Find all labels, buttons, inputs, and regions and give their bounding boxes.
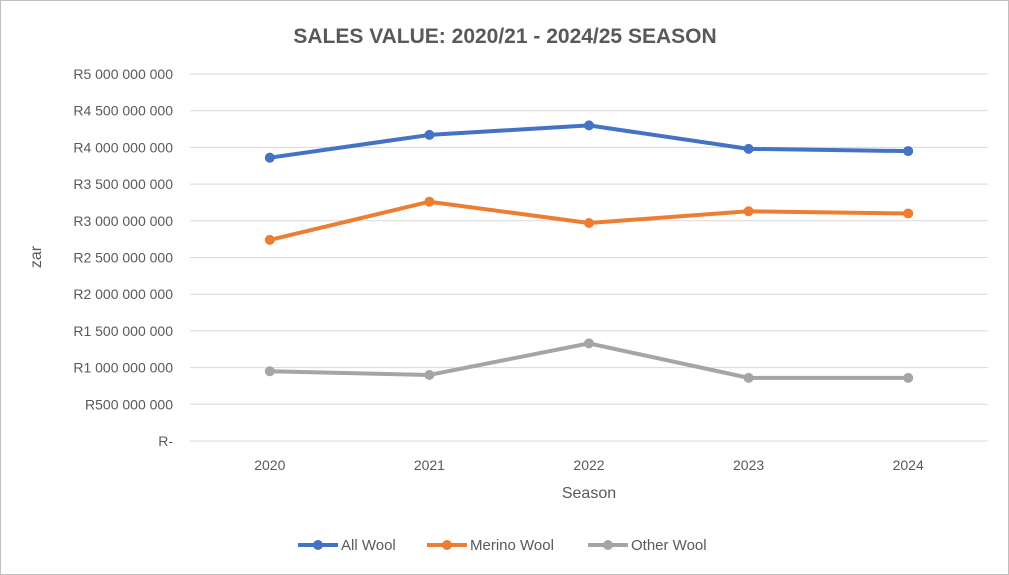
series-merino-wool [264,196,914,245]
y-tick-label: R4 000 000 000 [73,139,173,155]
y-tick-label: R- [158,433,173,449]
y-tick-label: R500 000 000 [85,396,173,412]
data-point [584,218,594,229]
legend-label: Merino Wool [470,537,554,554]
x-axis-label: Season [562,485,616,502]
legend-item: All Wool [298,537,396,554]
x-tick-label: 2020 [254,457,285,473]
y-tick-label: R5 000 000 000 [73,66,173,82]
legend-label: All Wool [341,537,396,554]
legend-label: Other Wool [631,537,707,554]
x-tick-label: 2023 [733,457,764,473]
data-point [424,129,435,140]
data-point [743,372,754,383]
data-point [743,206,754,217]
data-point [584,120,594,131]
y-axis-label: zar [28,245,45,268]
series-all-wool [264,120,914,163]
y-tick-label: R4 500 000 000 [73,103,173,119]
x-tick-label: 2024 [893,457,924,473]
data-point [903,208,914,219]
y-tick-label: R2 500 000 000 [73,250,173,266]
data-point [264,366,275,377]
series-other-wool [264,338,914,383]
data-point [903,372,914,383]
y-tick-label: R3 000 000 000 [73,213,173,229]
x-tick-label: 2022 [573,457,604,473]
chart-title: SALES VALUE: 2020/21 - 2024/25 SEASON [293,25,716,48]
legend-marker-icon [603,540,613,550]
data-point [743,143,754,154]
data-point [424,369,435,380]
legend-item: Merino Wool [427,537,554,554]
data-point [424,196,435,207]
legend-marker-icon [442,540,452,550]
x-tick-label: 2021 [414,457,445,473]
y-tick-label: R3 500 000 000 [73,176,173,192]
series-line [267,341,911,380]
y-tick-label: R1 000 000 000 [73,360,173,376]
data-point [264,152,275,163]
data-point [584,338,594,349]
y-tick-label: R1 500 000 000 [73,323,173,339]
legend-marker-icon [313,540,323,550]
data-point [264,234,275,245]
y-tick-label: R2 000 000 000 [73,286,173,302]
legend-item: Other Wool [588,537,707,554]
data-point [903,146,914,157]
